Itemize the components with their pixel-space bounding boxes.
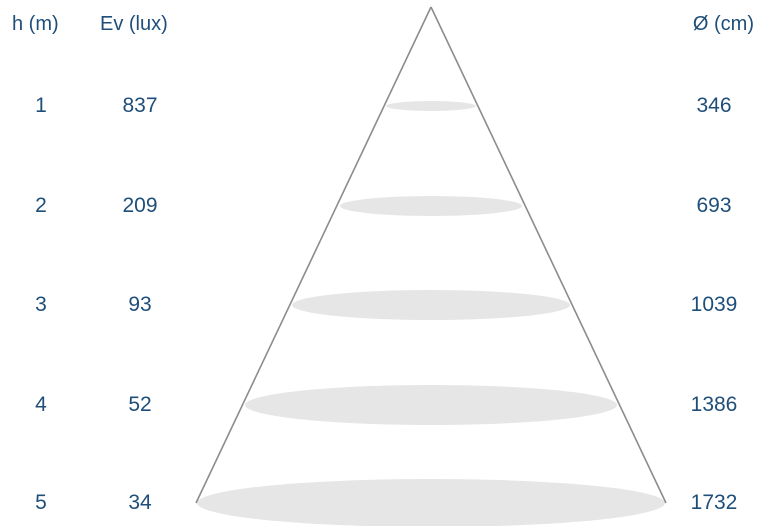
height-value-1: 1 <box>35 94 47 117</box>
height-value-4: 4 <box>35 393 47 416</box>
cone-right-edge <box>430 6 667 504</box>
light-spot-4 <box>245 385 617 425</box>
illuminance-value-5: 34 <box>128 491 152 514</box>
light-spot-3 <box>292 290 570 320</box>
light-spot-5 <box>197 479 665 526</box>
diameter-value-2: 693 <box>696 194 732 217</box>
light-spot-1 <box>386 101 476 111</box>
height-value-5: 5 <box>35 491 47 514</box>
diameter-value-3: 1039 <box>690 293 738 316</box>
height-header: h (m) <box>12 13 59 35</box>
diameter-value-5: 1732 <box>690 491 738 514</box>
diameter-value-4: 1386 <box>690 393 738 416</box>
cone-left-edge <box>195 6 432 504</box>
illuminance-value-2: 209 <box>122 194 158 217</box>
diameter-value-1: 346 <box>696 94 732 117</box>
illuminance-value-1: 837 <box>122 94 158 117</box>
illuminance-value-3: 93 <box>128 293 152 316</box>
height-value-2: 2 <box>35 194 47 217</box>
diameter-header: Ø (cm) <box>692 13 754 35</box>
light-spot-2 <box>340 196 522 216</box>
height-value-3: 3 <box>35 293 47 316</box>
illuminance-header: Ev (lux) <box>100 13 168 35</box>
illuminance-value-4: 52 <box>128 393 152 416</box>
